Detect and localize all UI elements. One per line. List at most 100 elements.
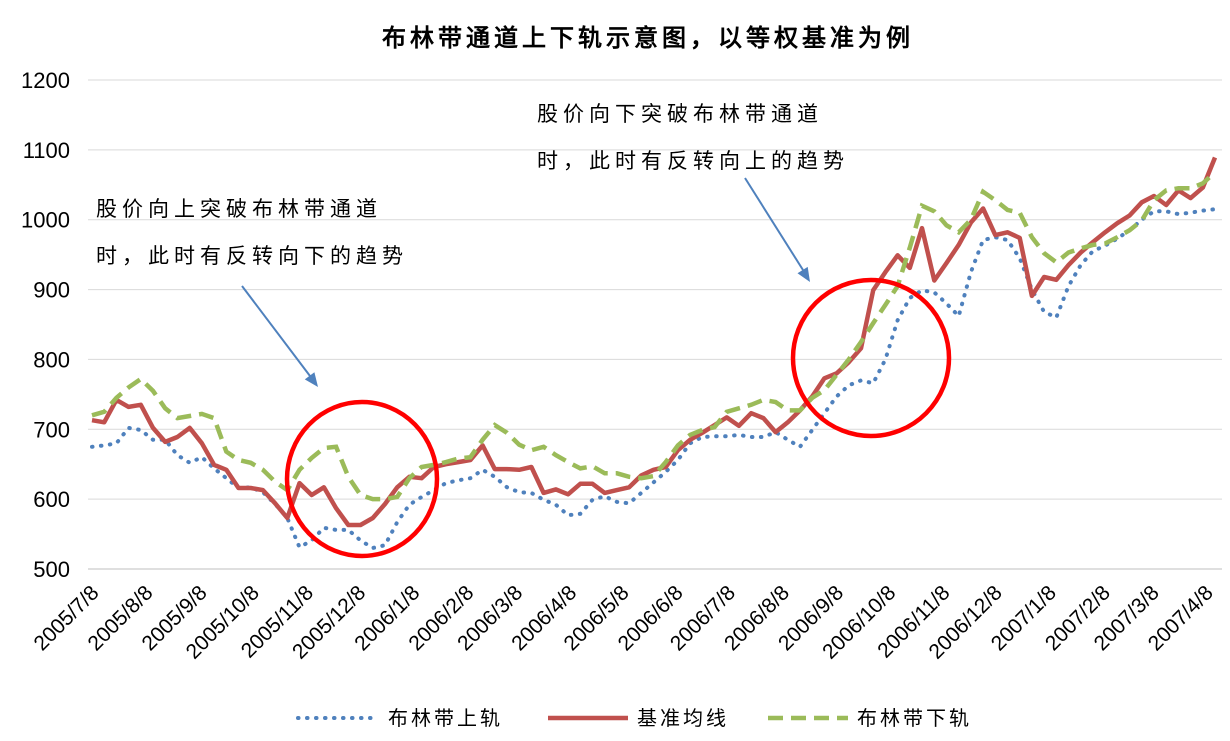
data-point (871, 288, 875, 292)
data-point (383, 502, 387, 506)
legend-label: 布林带下轨 (857, 707, 972, 730)
data-point (273, 501, 277, 505)
data-point (871, 321, 875, 325)
data-point (420, 465, 424, 469)
arrow-head-icon (797, 266, 810, 282)
data-point (468, 455, 472, 459)
y-tick-label: 600 (33, 487, 70, 512)
series-2 (91, 156, 1218, 528)
data-point (627, 501, 631, 505)
data-point (444, 481, 448, 485)
data-point (1176, 212, 1180, 216)
data-point (322, 485, 326, 489)
data-point (798, 445, 802, 449)
data-point (395, 485, 399, 489)
data-point (664, 470, 668, 474)
data-point (212, 463, 216, 467)
data-point (420, 495, 424, 499)
data-point (1067, 251, 1071, 255)
data-point (957, 230, 961, 234)
data-point (676, 443, 680, 447)
data-point (652, 480, 656, 484)
chart-title: 布林带通道上下轨示意图，以等权基准为例 (382, 24, 914, 52)
data-point (908, 266, 912, 270)
data-point (261, 468, 265, 472)
data-point (883, 303, 887, 307)
data-point (1054, 316, 1058, 320)
data-point (945, 302, 949, 306)
data-point (1079, 263, 1083, 267)
y-axis-labels: 500 600 700 800 900 1000 1100 1200 (21, 68, 70, 582)
data-point (1140, 218, 1144, 222)
data-point (603, 491, 607, 495)
data-point (188, 426, 192, 430)
data-point (1201, 181, 1205, 185)
data-point (932, 209, 936, 213)
data-point (1128, 228, 1132, 232)
data-point (1152, 209, 1156, 213)
data-point (1115, 221, 1119, 225)
data-point (859, 340, 863, 344)
data-point (932, 290, 936, 294)
data-point (383, 497, 387, 501)
data-point (871, 381, 875, 385)
data-point (542, 445, 546, 449)
data-point (163, 440, 167, 444)
data-point (517, 490, 521, 494)
data-point (1103, 230, 1107, 234)
data-point (749, 411, 753, 415)
data-point (1018, 256, 1022, 260)
data-point (761, 398, 765, 402)
data-point (200, 441, 204, 445)
highlight-circle (790, 277, 952, 439)
data-point (883, 270, 887, 274)
data-point (1115, 235, 1119, 239)
data-point (1103, 242, 1107, 246)
data-point (578, 466, 582, 470)
data-point (334, 528, 338, 532)
data-point (139, 428, 143, 432)
data-point (1164, 188, 1168, 192)
data-point (529, 448, 533, 452)
annotation-text-line: 时，此时有反转向下的趋势 (96, 245, 408, 268)
data-point (1079, 246, 1083, 250)
data-point (1018, 211, 1022, 215)
data-point (529, 465, 533, 469)
data-point (652, 474, 656, 478)
data-point (1042, 251, 1046, 255)
data-point (945, 223, 949, 227)
data-point (334, 445, 338, 449)
series-line (91, 170, 1217, 502)
data-point (957, 314, 961, 318)
data-point (127, 385, 131, 389)
legend-label: 基准均线 (637, 707, 729, 730)
data-point (1079, 251, 1083, 255)
data-point (639, 476, 643, 480)
data-point (896, 318, 900, 322)
data-point (1054, 260, 1058, 264)
annotation-arrow (241, 285, 311, 377)
data-point (114, 396, 118, 400)
data-point (493, 467, 497, 471)
data-point (920, 226, 924, 230)
data-point (298, 545, 302, 549)
data-point (566, 492, 570, 496)
data-point (334, 506, 338, 510)
data-point (810, 428, 814, 432)
data-point (371, 497, 375, 501)
y-tick-label: 1000 (21, 208, 70, 233)
y-tick-label: 900 (33, 278, 70, 303)
arrow-head-icon (304, 372, 318, 387)
data-point (713, 434, 717, 438)
data-point (822, 388, 826, 392)
data-point (615, 471, 619, 475)
data-point (102, 420, 106, 424)
y-tick-label: 800 (33, 347, 70, 372)
data-point (420, 476, 424, 480)
data-point (1042, 275, 1046, 279)
data-point (151, 426, 155, 430)
data-point (493, 423, 497, 427)
legend-item: 基准均线 (548, 707, 729, 730)
data-point (1018, 236, 1022, 240)
data-point (346, 523, 350, 527)
